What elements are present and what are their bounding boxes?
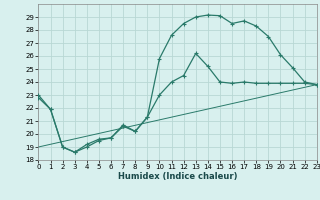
X-axis label: Humidex (Indice chaleur): Humidex (Indice chaleur) xyxy=(118,172,237,181)
